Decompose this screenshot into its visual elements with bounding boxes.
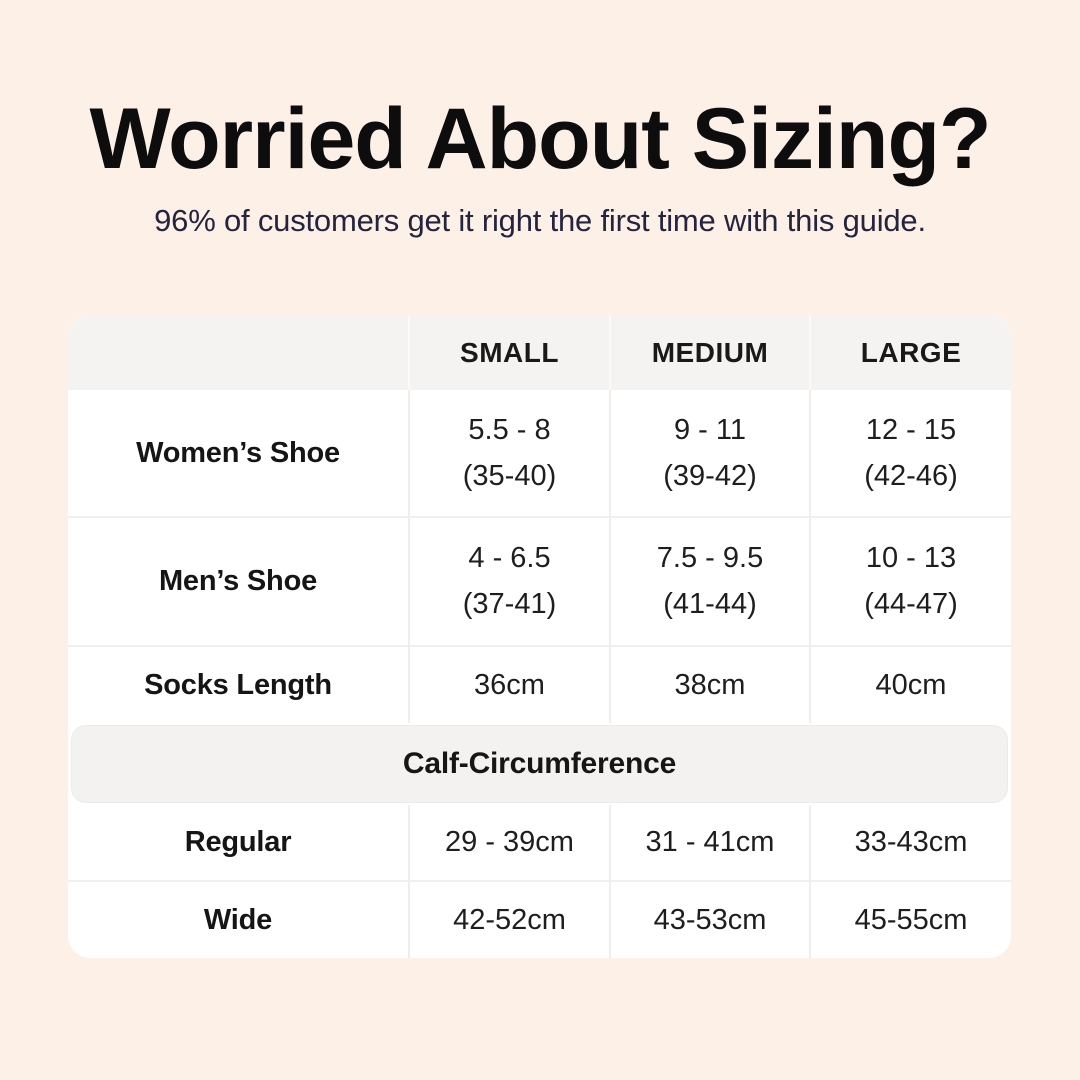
- page-title: Worried About Sizing?: [89, 91, 991, 187]
- row-label-socks-length: Socks Length: [68, 647, 410, 723]
- cell-regular-small: 29 - 39cm: [410, 805, 611, 882]
- cell-socks-length-medium: 38cm: [611, 647, 811, 723]
- row-label-wide: Wide: [68, 882, 410, 958]
- value-line: 40cm: [875, 668, 947, 701]
- cell-socks-length-large: 40cm: [811, 647, 1011, 723]
- cell-womens-shoe-medium: 9 - 11 (39-42): [611, 390, 811, 518]
- value-line: 9 - 11: [673, 413, 746, 446]
- page-subtitle: 96% of customers get it right the first …: [154, 203, 926, 238]
- column-header-empty: [68, 315, 410, 390]
- row-label-mens-shoe: Men’s Shoe: [68, 518, 410, 647]
- cell-mens-shoe-small: 4 - 6.5 (37-41): [410, 518, 611, 647]
- column-header-small: SMALL: [410, 315, 611, 390]
- cell-womens-shoe-large: 12 - 15 (42-46): [811, 390, 1011, 518]
- column-header-large: LARGE: [811, 315, 1011, 390]
- value-line: 4 - 6.5: [468, 542, 551, 574]
- value-line: (41-44): [663, 588, 757, 620]
- value-line: 38cm: [674, 668, 746, 701]
- value-line: 43-53cm: [653, 903, 767, 936]
- value-line: 12 - 15: [865, 413, 957, 446]
- cell-mens-shoe-medium: 7.5 - 9.5 (41-44): [611, 518, 811, 647]
- value-line: 45-55cm: [854, 903, 968, 936]
- value-line: (39-42): [663, 459, 757, 492]
- cell-regular-large: 33-43cm: [811, 805, 1011, 882]
- value-line: (42-46): [864, 459, 958, 492]
- row-label-regular: Regular: [68, 805, 410, 882]
- section-row-calf-circumference: Calf-Circumference: [68, 723, 1011, 805]
- value-line: 7.5 - 9.5: [656, 542, 764, 574]
- cell-mens-shoe-large: 10 - 13 (44-47): [811, 518, 1011, 647]
- size-chart-table: SMALL MEDIUM LARGE Women’s Shoe 5.5 - 8 …: [68, 315, 1011, 958]
- cell-socks-length-small: 36cm: [410, 647, 611, 723]
- value-line: 42-52cm: [453, 903, 566, 936]
- section-header-calf-circumference: Calf-Circumference: [72, 726, 1007, 802]
- cell-wide-small: 42-52cm: [410, 882, 611, 958]
- value-line: 36cm: [474, 668, 545, 701]
- value-line: (35-40): [462, 459, 557, 492]
- value-line: 29 - 39cm: [445, 826, 574, 858]
- value-line: (44-47): [864, 588, 958, 620]
- value-line: 10 - 13: [865, 542, 957, 574]
- value-line: (37-41): [462, 588, 557, 620]
- cell-womens-shoe-small: 5.5 - 8 (35-40): [410, 390, 611, 518]
- row-label-womens-shoe: Women’s Shoe: [68, 390, 410, 518]
- cell-wide-medium: 43-53cm: [611, 882, 811, 958]
- cell-regular-medium: 31 - 41cm: [611, 805, 811, 882]
- column-header-medium: MEDIUM: [611, 315, 811, 390]
- cell-wide-large: 45-55cm: [811, 882, 1011, 958]
- value-line: 31 - 41cm: [645, 826, 775, 858]
- value-line: 33-43cm: [854, 826, 968, 858]
- value-line: 5.5 - 8: [468, 413, 551, 446]
